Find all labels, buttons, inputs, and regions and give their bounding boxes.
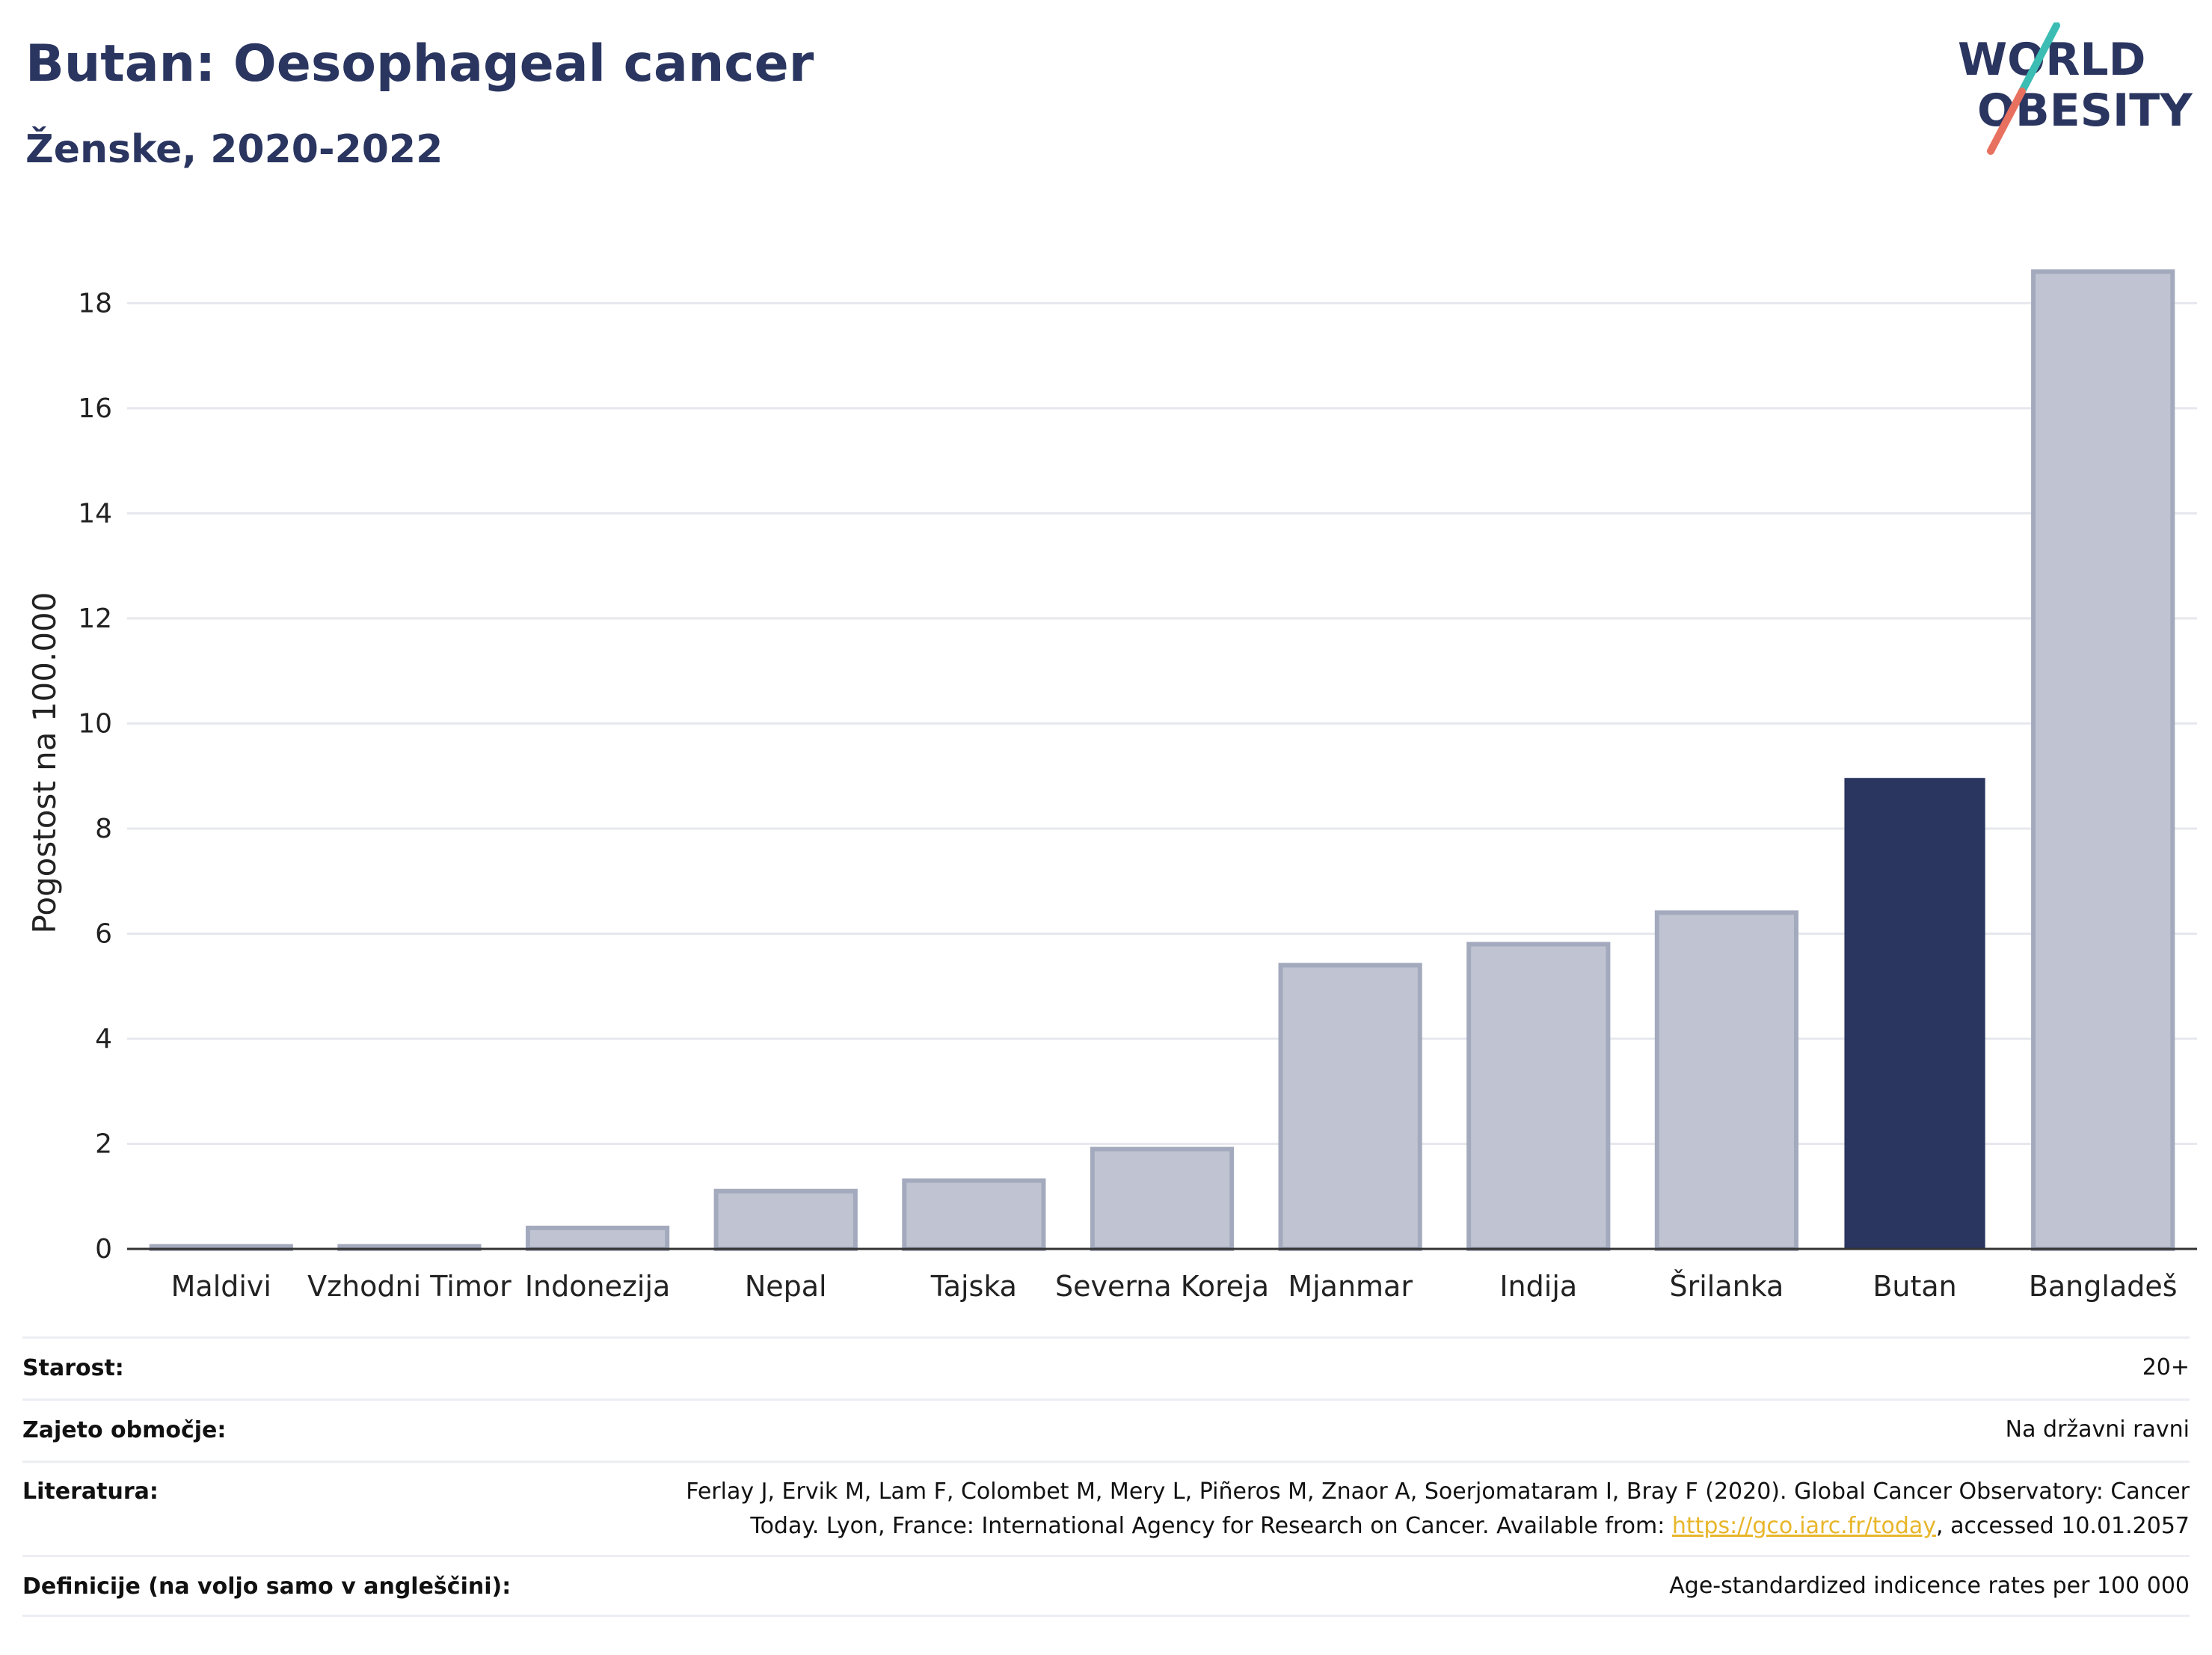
x-tick-label: Bangladeš — [2029, 1270, 2178, 1303]
x-tick-label: Indonezija — [525, 1270, 670, 1303]
logo-slash-coral — [1987, 87, 2026, 155]
y-tick-label: 12 — [78, 604, 112, 634]
y-axis-label: Pogostost na 100.000 — [26, 592, 63, 933]
bar-mjanmar — [1278, 962, 1422, 1251]
chart-title: Butan: Oesophageal cancer — [25, 34, 814, 93]
y-tick-labels: 0 2 4 6 8 10 12 14 16 18 — [78, 288, 112, 1265]
bar-severna-koreja — [1090, 1146, 1235, 1251]
meta-value-literature: Ferlay J, Ervik M, Lam F, Colombet M, Me… — [686, 1475, 2190, 1544]
meta-row-literature: Literatura: Ferlay J, Ervik M, Lam F, Co… — [22, 1461, 2190, 1555]
logo-slash-teal — [2018, 22, 2060, 95]
meta-row-age: Starost: 20+ — [22, 1336, 2190, 1398]
meta-row-coverage: Zajeto območje: Na državni ravni — [22, 1398, 2190, 1461]
x-tick-label: Butan — [1872, 1270, 1956, 1303]
world-obesity-logo: WORLD OBESITY — [1958, 22, 2193, 155]
literature-link[interactable]: https://gco.iarc.fr/today — [1671, 1513, 1937, 1539]
bar-šrilanka — [1654, 910, 1799, 1252]
meta-label-age: Starost: — [22, 1355, 124, 1381]
chart-subtitle: Ženske, 2020-2022 — [25, 127, 443, 172]
bar-indija — [1466, 942, 1611, 1251]
y-tick-label: 18 — [78, 288, 112, 319]
y-tick-label: 6 — [95, 918, 112, 949]
x-tick-label: Šrilanka — [1669, 1270, 1784, 1303]
bar-chart: 0 2 4 6 8 10 12 14 16 18 Maldivi Vzhodni Timor Indo… — [26, 269, 2197, 1303]
meta-value-coverage: Na državni ravni — [2005, 1416, 2190, 1443]
x-tick-label: Severna Koreja — [1055, 1270, 1269, 1303]
x-tick-label: Tajska — [930, 1270, 1017, 1303]
meta-value-age: 20+ — [2142, 1354, 2190, 1381]
y-tick-label: 2 — [95, 1129, 112, 1159]
y-tick-label: 14 — [78, 498, 112, 529]
bars — [149, 269, 2175, 1252]
literature-line-2-start: Today. Lyon, France: International Agenc… — [750, 1513, 1672, 1539]
y-tick-label: 8 — [95, 814, 112, 844]
literature-line-1: Ferlay J, Ervik M, Lam F, Colombet M, Me… — [686, 1479, 2190, 1505]
meta-label-coverage: Zajeto območje: — [22, 1417, 227, 1443]
x-tick-labels: Maldivi Vzhodni Timor Indonezija Nepal Tajsk… — [171, 1270, 2178, 1303]
y-tick-label: 0 — [95, 1234, 112, 1265]
meta-row-definitions: Definicije (na voljo samo v angleščini):… — [22, 1555, 2190, 1617]
bar-butan — [1844, 778, 1985, 1250]
metadata-table: Starost: 20+ Zajeto območje: Na državni … — [22, 1336, 2190, 1617]
x-tick-label: Mjanmar — [1288, 1270, 1413, 1303]
meta-label-definitions: Definicije (na voljo samo v angleščini): — [22, 1573, 511, 1600]
literature-line-2-end: , accessed 10.01.2057 — [1936, 1513, 2190, 1539]
bar-nepal — [713, 1188, 858, 1251]
y-tick-label: 4 — [95, 1024, 112, 1054]
meta-value-definitions: Age-standardized indicence rates per 100… — [1669, 1573, 2190, 1599]
x-tick-label: Vzhodni Timor — [307, 1270, 511, 1303]
y-tick-label: 10 — [78, 708, 112, 739]
meta-label-literature: Literatura: — [22, 1479, 159, 1505]
bar-indonezija — [525, 1225, 670, 1252]
bar-bangladeš — [2031, 269, 2175, 1252]
x-tick-label: Maldivi — [171, 1270, 271, 1303]
bar-tajska — [902, 1178, 1046, 1251]
x-tick-label: Nepal — [745, 1270, 827, 1303]
x-tick-label: Indija — [1499, 1270, 1577, 1303]
y-tick-label: 16 — [78, 393, 112, 424]
